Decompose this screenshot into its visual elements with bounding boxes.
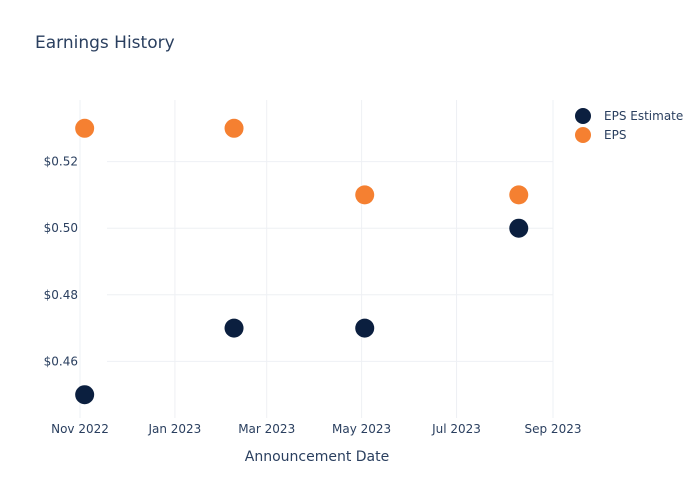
legend-label: EPS (604, 127, 627, 142)
chart-title: Earnings History (35, 33, 175, 53)
y-tick-label: $0.46 (44, 354, 78, 368)
y-tick-label: $0.50 (44, 221, 78, 235)
eps-estimate-point[interactable] (355, 318, 375, 338)
eps-estimate-point[interactable] (224, 318, 244, 338)
legend: EPS Estimate EPS (575, 106, 683, 144)
x-tick-label: Mar 2023 (238, 422, 295, 436)
x-tick-label: Nov 2022 (51, 422, 109, 436)
x-tick-label: May 2023 (332, 422, 391, 436)
eps-point[interactable] (355, 185, 375, 205)
eps-point[interactable] (224, 118, 244, 138)
grid-lines (79, 100, 554, 418)
eps-estimate-point[interactable] (75, 385, 95, 405)
x-tick-label: Jan 2023 (147, 422, 201, 436)
eps-point[interactable] (509, 185, 529, 205)
legend-item-eps-estimate[interactable]: EPS Estimate (575, 106, 683, 125)
x-tick-label: Jul 2023 (431, 422, 481, 436)
legend-marker-eps-estimate-icon (575, 107, 591, 124)
y-axis-ticks: $0.46 $0.48 $0.50 $0.52 (44, 155, 78, 369)
legend-item-eps[interactable]: EPS (575, 125, 683, 144)
x-axis-title: Announcement Date (245, 449, 389, 465)
legend-marker-eps-icon (575, 126, 591, 143)
y-tick-label: $0.52 (44, 155, 78, 169)
eps-estimate-point[interactable] (509, 218, 529, 238)
y-tick-label: $0.48 (44, 288, 78, 302)
eps-point[interactable] (75, 118, 95, 138)
x-axis-ticks: Nov 2022 Jan 2023 Mar 2023 May 2023 Jul 2023… (51, 422, 581, 436)
data-points (75, 118, 529, 405)
legend-label: EPS Estimate (604, 108, 684, 123)
x-tick-label: Sep 2023 (525, 422, 582, 436)
